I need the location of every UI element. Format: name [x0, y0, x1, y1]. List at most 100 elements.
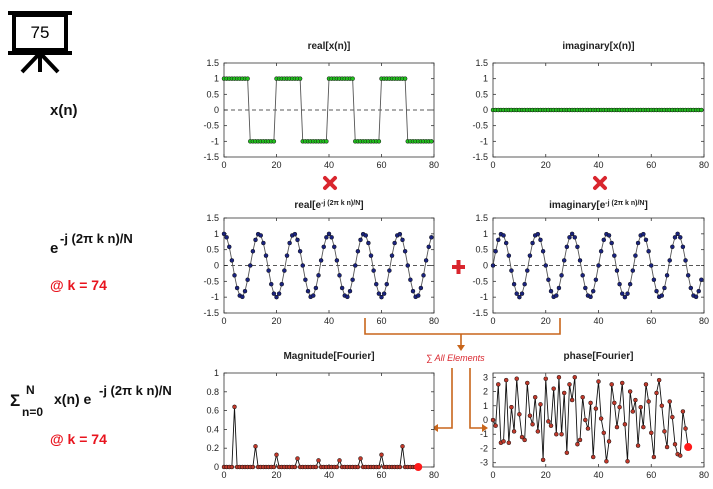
data-point	[522, 281, 527, 287]
data-point	[664, 444, 670, 450]
x-tick-label: 40	[324, 470, 334, 480]
data-point	[279, 281, 284, 287]
chart: real[x(n)] -1.5 -1 -0.5 0 0.5 1 1.5 0 20 40 60 80	[203, 41, 439, 170]
data-point	[643, 382, 649, 387]
data-point	[556, 285, 562, 291]
data-point	[609, 382, 614, 387]
title-part: ]	[645, 200, 648, 211]
plus-sign	[452, 260, 465, 274]
data-point	[271, 139, 277, 144]
chart-title: imaginary[e-j (2π k n)/N]	[549, 200, 648, 212]
data-point	[363, 233, 368, 238]
chart: real[e-j (2π k n)/N] -1.5 -1 -0.5 0 0.5 1 1.5 0 2…	[203, 200, 439, 327]
data-point	[423, 258, 429, 263]
chart: imaginary[e-j (2π k n)/N] -1.5 -1 -0.5 0 0.5 1…	[472, 200, 709, 327]
data-point	[221, 231, 227, 237]
data-point	[580, 394, 585, 400]
data-point	[379, 452, 384, 458]
x-tick-label: 80	[699, 470, 709, 480]
y-tick-label: 0.5	[475, 89, 488, 99]
title-part: real[x(n)]	[308, 41, 351, 52]
x-tick-label: 20	[541, 160, 551, 170]
data-point	[326, 231, 332, 237]
plot-frame	[223, 372, 435, 468]
title-part: ]	[360, 200, 363, 211]
chart-title: Magnitude[Fourier]	[283, 351, 374, 362]
data-point	[672, 441, 678, 447]
data-point	[224, 235, 229, 240]
x-tick-label: 60	[646, 160, 656, 170]
data-point	[540, 249, 546, 254]
data-point	[670, 414, 675, 420]
data-point	[556, 375, 562, 380]
x-tick-label: 0	[221, 160, 226, 170]
y-tick-label: 1.5	[206, 213, 219, 223]
data-point	[559, 431, 564, 437]
data-point	[678, 453, 683, 458]
chart: imaginary[x(n)] -1.5 -1 -0.5 0 0.5 1 1.5 0 20 40 60…	[472, 41, 709, 170]
data-point	[506, 253, 512, 258]
data-point	[598, 416, 604, 421]
data-point	[590, 288, 596, 294]
x-tick-label: 20	[271, 470, 281, 480]
y-tick-label: 0	[214, 261, 219, 271]
data-point	[376, 464, 382, 470]
x-tick-label: 60	[376, 316, 386, 326]
data-point	[588, 294, 593, 300]
data-point	[625, 459, 630, 464]
data-point	[662, 429, 667, 434]
data-point	[408, 277, 413, 282]
x-tick-label: 80	[699, 160, 709, 170]
data-point	[601, 237, 607, 243]
data-point	[651, 277, 657, 282]
data-point	[334, 258, 340, 263]
highlight-point	[414, 463, 423, 471]
sum-k-note: @ k = 74	[50, 431, 107, 447]
connector-arrows	[364, 318, 561, 429]
y-tick-label: 1.5	[206, 58, 219, 68]
data-point	[540, 457, 546, 463]
data-point	[670, 244, 675, 250]
exp-sup: -j (2π k n)/N	[60, 231, 133, 246]
data-point	[511, 429, 517, 434]
data-point	[405, 263, 410, 268]
data-point	[376, 139, 382, 144]
data-point	[612, 253, 617, 258]
data-point	[490, 263, 496, 268]
y-tick-label: 0.8	[206, 387, 219, 397]
data-point	[271, 291, 277, 296]
data-point	[421, 273, 426, 278]
data-point	[313, 285, 319, 291]
data-point	[324, 139, 329, 144]
data-point	[503, 377, 509, 383]
data-point	[261, 240, 266, 246]
data-point	[384, 281, 389, 287]
signal-label: x(n)	[50, 102, 78, 119]
data-point	[519, 434, 525, 440]
x-tick-label: 80	[429, 316, 439, 326]
data-point	[659, 403, 665, 409]
data-point	[429, 235, 434, 240]
data-point	[506, 440, 512, 446]
x-tick-label: 20	[271, 316, 281, 326]
data-point	[418, 285, 424, 291]
data-point	[284, 253, 290, 258]
data-point	[402, 249, 408, 254]
data-point	[511, 281, 517, 287]
data-point	[410, 288, 416, 294]
data-point	[527, 253, 533, 258]
y-tick-label: -1.5	[472, 308, 488, 318]
y-tick-label: 1.5	[475, 213, 488, 223]
data-point	[426, 244, 431, 250]
data-point	[250, 464, 256, 470]
data-point	[530, 422, 535, 427]
data-point	[358, 237, 363, 243]
data-point	[609, 240, 614, 246]
data-point	[509, 268, 514, 273]
data-point	[612, 400, 617, 406]
x-tick-label: 0	[490, 316, 495, 326]
sum-symbol: Σ	[10, 391, 20, 410]
chart-title: real[x(n)]	[308, 41, 351, 52]
data-point	[588, 400, 593, 406]
data-point	[271, 464, 277, 470]
